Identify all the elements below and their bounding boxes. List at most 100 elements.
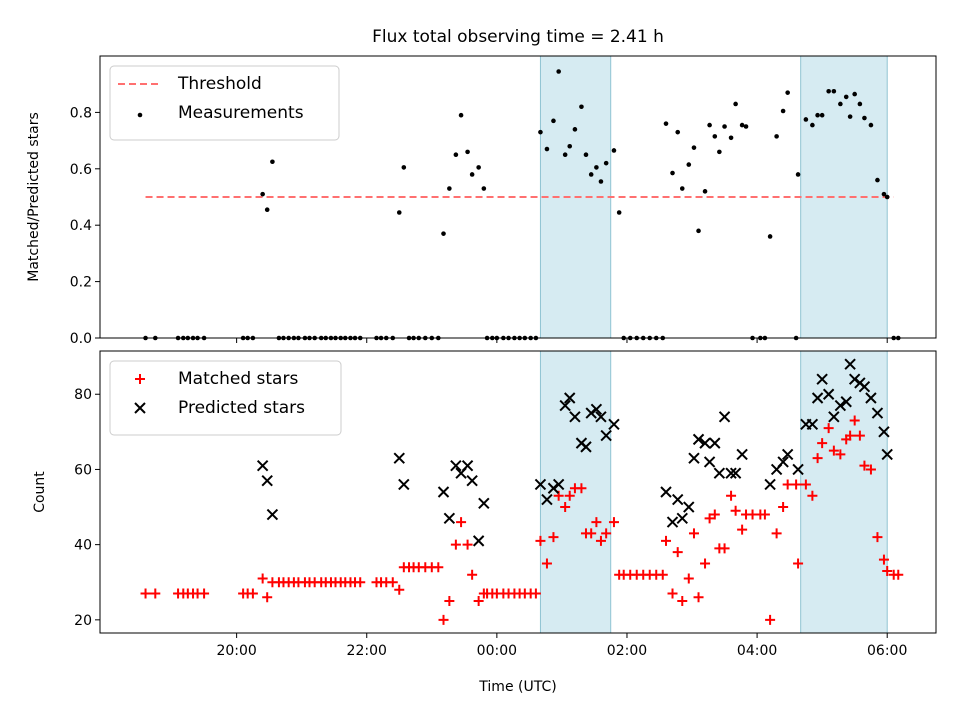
y-tick-label: 0.4 xyxy=(70,218,92,234)
y-tick-label: 0.0 xyxy=(70,331,92,347)
measurement-point xyxy=(544,146,550,152)
matched-point xyxy=(444,596,455,607)
matched-point xyxy=(878,554,889,565)
matched-point xyxy=(657,569,668,580)
ratio-panel: 0.0 0.2 0.4 0.6 0.8 Flux total observing tim… xyxy=(26,27,937,347)
measurement-point xyxy=(476,165,481,170)
predicted-point xyxy=(608,418,620,431)
measurement-point xyxy=(717,149,722,155)
measurement-point xyxy=(572,127,578,132)
x-tick-label: 20:00 xyxy=(216,643,256,659)
matched-point xyxy=(262,592,273,603)
measurement-point xyxy=(551,118,556,124)
matched-point xyxy=(467,569,478,580)
measurement-point xyxy=(458,112,464,118)
measurement-point xyxy=(875,177,880,183)
measurement-point xyxy=(862,115,867,121)
matched-point xyxy=(828,445,839,456)
matched-point xyxy=(595,535,606,546)
measurement-point xyxy=(815,112,820,118)
matched-point xyxy=(807,490,818,501)
measurement-point xyxy=(743,124,749,129)
measurement-point xyxy=(556,69,561,74)
predicted-point xyxy=(713,467,726,479)
matched-point xyxy=(854,430,865,441)
measurement-point xyxy=(881,191,887,197)
measurement-point xyxy=(579,104,584,110)
matched-point xyxy=(586,528,597,539)
predicted-point xyxy=(443,512,456,525)
matched-point xyxy=(872,532,883,543)
x-tick-label: 04:00 xyxy=(737,643,777,659)
predicted-point xyxy=(811,392,824,404)
matched-point xyxy=(535,535,546,546)
predicted-point xyxy=(552,478,565,491)
matched-point xyxy=(199,588,210,599)
matched-point xyxy=(812,453,823,464)
matched-point xyxy=(438,614,449,625)
predicted-point xyxy=(660,486,672,498)
measurement-point xyxy=(679,186,685,191)
matched-point xyxy=(355,577,366,588)
measurement-point xyxy=(594,165,599,170)
predicted-point xyxy=(580,441,592,453)
legend-x-marker xyxy=(134,402,146,414)
x-tick-label: 00:00 xyxy=(477,643,517,659)
predicted-point xyxy=(871,407,884,419)
predicted-point xyxy=(585,407,597,419)
predicted-point xyxy=(564,392,576,404)
matched-point xyxy=(782,479,793,490)
series-plus xyxy=(140,415,904,625)
matched-point xyxy=(737,524,748,535)
matched-point xyxy=(394,584,405,595)
measurement-point xyxy=(728,135,734,141)
matched-point xyxy=(433,562,444,573)
predicted-point xyxy=(816,373,828,385)
y-tick-label: 20 xyxy=(74,613,92,629)
measurement-point xyxy=(583,152,589,157)
matched-point xyxy=(387,577,398,588)
count-y-axis-label: Count xyxy=(32,471,48,513)
measurement-point xyxy=(712,134,718,139)
measurement-point xyxy=(469,172,475,177)
legend-label: Threshold xyxy=(177,74,262,94)
measurement-point xyxy=(780,108,786,114)
matched-point xyxy=(456,517,467,528)
measurement-point xyxy=(785,90,790,95)
predicted-point xyxy=(881,448,893,461)
measurement-point xyxy=(767,234,773,239)
x-axis-label: Time (UTC) xyxy=(478,679,556,695)
measurement-point xyxy=(538,129,543,135)
measurement-point xyxy=(733,101,738,107)
measurement-point xyxy=(857,101,863,107)
matched-point xyxy=(672,547,683,558)
measurement-point xyxy=(396,210,402,215)
predicted-point xyxy=(398,478,410,491)
y-tick-label: 60 xyxy=(74,462,92,478)
predicted-point xyxy=(718,411,731,423)
matched-point xyxy=(693,592,704,603)
predicted-point xyxy=(781,448,794,461)
measurement-point xyxy=(810,122,815,128)
predicted-point xyxy=(764,478,776,491)
ratio-plot-frame xyxy=(99,55,937,339)
predicted-point xyxy=(569,411,581,423)
predicted-point xyxy=(725,467,737,479)
predicted-point xyxy=(699,437,711,449)
measurement-point xyxy=(453,152,459,157)
measurement-point xyxy=(884,194,890,200)
matched-point xyxy=(817,438,828,449)
predicted-point xyxy=(466,475,478,487)
measurement-point xyxy=(447,186,452,191)
matched-point xyxy=(719,543,730,554)
measurement-point xyxy=(696,228,701,234)
predicted-point xyxy=(534,478,547,491)
matched-point xyxy=(800,479,811,490)
matched-point xyxy=(688,528,699,539)
count-legend: Matched stars Predicted stars xyxy=(109,360,342,436)
predicted-point xyxy=(676,512,688,525)
predicted-point xyxy=(865,392,877,404)
measurement-point xyxy=(567,143,573,149)
measurement-point xyxy=(831,88,837,94)
measurement-point xyxy=(441,231,446,236)
